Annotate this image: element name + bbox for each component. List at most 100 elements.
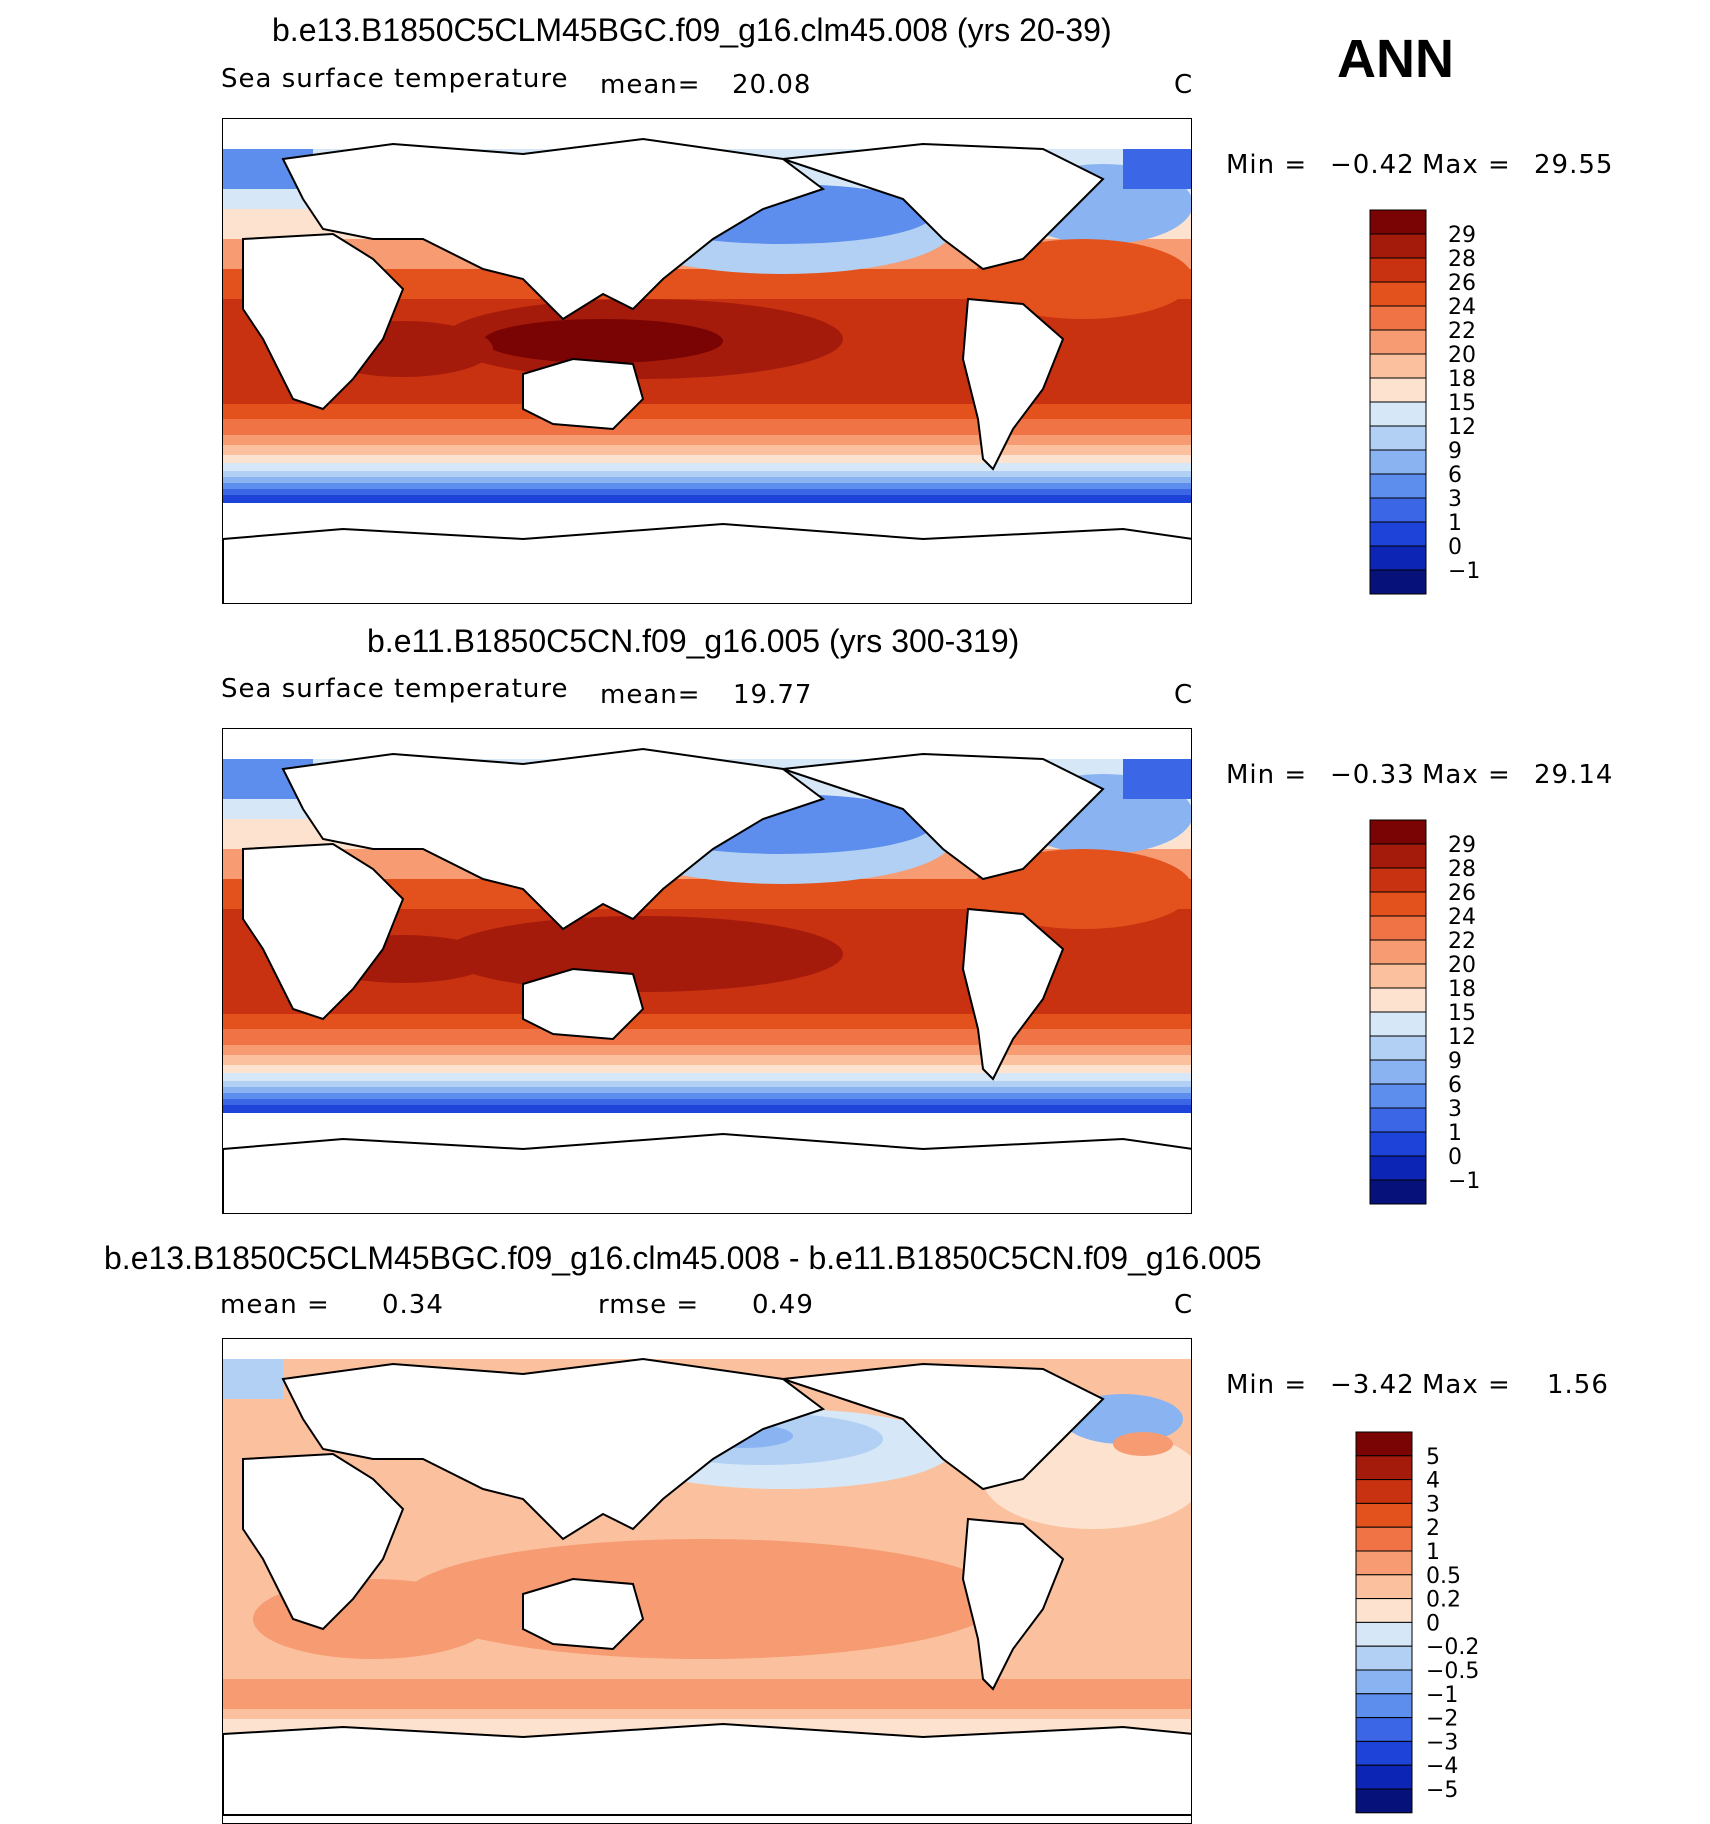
colorbar-box <box>1369 233 1427 259</box>
panel1-min-value: −0.42 <box>1330 150 1415 180</box>
colorbar-box <box>1355 1431 1413 1457</box>
colorbar-box <box>1355 1669 1413 1695</box>
colorbar-box <box>1355 1502 1413 1528</box>
colorbar-box <box>1369 1083 1427 1109</box>
colorbar-box <box>1369 987 1427 1013</box>
panel2-variable: Sea surface temperature <box>221 674 569 704</box>
colorbar-tick-label: 22 <box>1448 319 1476 344</box>
colorbar-box <box>1355 1550 1413 1576</box>
panel1-units: C <box>1174 70 1194 100</box>
colorbar-box <box>1355 1455 1413 1481</box>
panel1-map <box>222 118 1192 604</box>
colorbar-box <box>1369 545 1427 571</box>
panel3-map-svg <box>223 1339 1191 1823</box>
colorbar-tick-label: −0.2 <box>1426 1635 1479 1660</box>
colorbar-box <box>1369 569 1427 595</box>
panel3-mean-value: 0.34 <box>382 1290 444 1320</box>
colorbar-box <box>1369 497 1427 523</box>
colorbar-tick-label: 1 <box>1448 511 1462 536</box>
panel1-colorbar: 29 28 26 24 22 20 18 15 12 9 6 3 1 0 −1 <box>1369 209 1510 601</box>
panel2-max-value: 29.14 <box>1534 760 1614 790</box>
colorbar-tick-label: 28 <box>1448 857 1476 882</box>
panel3-min-value: −3.42 <box>1330 1370 1415 1400</box>
panel2-mean-value: 19.77 <box>733 680 813 710</box>
colorbar-tick-label: −1 <box>1426 1683 1458 1708</box>
colorbar-tick-label: −3 <box>1426 1730 1458 1755</box>
colorbar-box <box>1355 1479 1413 1504</box>
colorbar-box <box>1355 1645 1413 1671</box>
panel2-map <box>222 728 1192 1214</box>
colorbar-box <box>1355 1764 1413 1790</box>
colorbar-tick-label: 29 <box>1448 223 1476 248</box>
colorbar-box <box>1369 963 1427 989</box>
panel1-title: b.e13.B1850C5CLM45BGC.f09_g16.clm45.008 … <box>272 12 1112 48</box>
panel3-rmse-label: rmse = <box>598 1290 700 1320</box>
season-label: ANN <box>1337 29 1454 89</box>
colorbar-box <box>1369 891 1427 917</box>
colorbar-tick-label: 3 <box>1448 487 1462 512</box>
colorbar-box <box>1369 819 1427 845</box>
colorbar-tick-label: 12 <box>1448 1025 1476 1050</box>
colorbar-box <box>1355 1740 1413 1766</box>
colorbar-tick-label: −5 <box>1426 1778 1458 1803</box>
colorbar-tick-label: 0 <box>1426 1611 1440 1636</box>
panel2-min-value: −0.33 <box>1330 760 1415 790</box>
colorbar-tick-label: 26 <box>1448 271 1476 296</box>
colorbar-box <box>1369 449 1427 475</box>
colorbar-box <box>1369 1059 1427 1085</box>
panel3-rmse-value: 0.49 <box>752 1290 814 1320</box>
panel3-max-label: Max = <box>1422 1370 1511 1400</box>
colorbar-tick-label: −0.5 <box>1426 1659 1479 1684</box>
colorbar-box <box>1369 521 1427 547</box>
colorbar-box <box>1369 1035 1427 1061</box>
colorbar-box <box>1355 1788 1413 1814</box>
colorbar-tick-label: 4 <box>1426 1469 1440 1494</box>
colorbar-tick-label: −1 <box>1448 1169 1480 1194</box>
colorbar-box <box>1369 305 1427 331</box>
colorbar-tick-label: −2 <box>1426 1707 1458 1732</box>
colorbar-tick-label: 24 <box>1448 295 1476 320</box>
colorbar-tick-label: 9 <box>1448 1049 1462 1074</box>
panel2-mean-label: mean= <box>600 680 701 710</box>
colorbar-box <box>1369 425 1427 451</box>
panel3-colorbar: 5 4 3 2 1 0.5 0.2 0 −0.2 −0.5 −1 −2 −3 −4 −5 <box>1355 1431 1516 1819</box>
panel2-colorbar: 29 28 26 24 22 20 18 15 12 9 6 3 1 0 −1 <box>1369 819 1510 1211</box>
panel1-min-label: Min = <box>1226 150 1308 180</box>
colorbar-tick-label: 1 <box>1448 1121 1462 1146</box>
colorbar-tick-label: 28 <box>1448 247 1476 272</box>
colorbar-tick-label: 12 <box>1448 415 1476 440</box>
colorbar-tick-label: 20 <box>1448 343 1476 368</box>
colorbar-box <box>1369 257 1427 283</box>
panel1-mean-value: 20.08 <box>732 70 812 100</box>
panel2-units: C <box>1174 680 1194 710</box>
panel2-title: b.e11.B1850C5CN.f09_g16.005 (yrs 300-319… <box>367 623 1020 659</box>
colorbar-tick-label: 6 <box>1448 1073 1462 1098</box>
colorbar-box <box>1355 1717 1413 1742</box>
colorbar-box <box>1369 867 1427 893</box>
colorbar-tick-label: 20 <box>1448 953 1476 978</box>
colorbar-tick-label: 3 <box>1426 1492 1440 1517</box>
colorbar-box <box>1369 281 1427 307</box>
colorbar-box <box>1369 843 1427 869</box>
panel1-variable: Sea surface temperature <box>221 64 569 94</box>
panel2-max-label: Max = <box>1422 760 1511 790</box>
colorbar-tick-label: 6 <box>1448 463 1462 488</box>
colorbar-tick-label: 5 <box>1426 1445 1440 1470</box>
colorbar-tick-label: 0 <box>1448 1145 1462 1170</box>
colorbar-box <box>1369 209 1427 235</box>
colorbar-box <box>1369 939 1427 965</box>
colorbar-tick-label: 15 <box>1448 391 1476 416</box>
colorbar-tick-label: 18 <box>1448 977 1476 1002</box>
colorbar-tick-label: 0.5 <box>1426 1564 1461 1589</box>
colorbar-tick-label: 3 <box>1448 1097 1462 1122</box>
colorbar-tick-label: −1 <box>1448 559 1480 584</box>
panel3-mean-label: mean = <box>220 1290 330 1320</box>
colorbar-tick-label: −4 <box>1426 1754 1458 1779</box>
colorbar-box <box>1355 1621 1413 1647</box>
colorbar-box <box>1369 1179 1427 1205</box>
colorbar-box <box>1369 1155 1427 1181</box>
colorbar-box <box>1355 1693 1413 1719</box>
colorbar-tick-label: 2 <box>1426 1516 1440 1541</box>
